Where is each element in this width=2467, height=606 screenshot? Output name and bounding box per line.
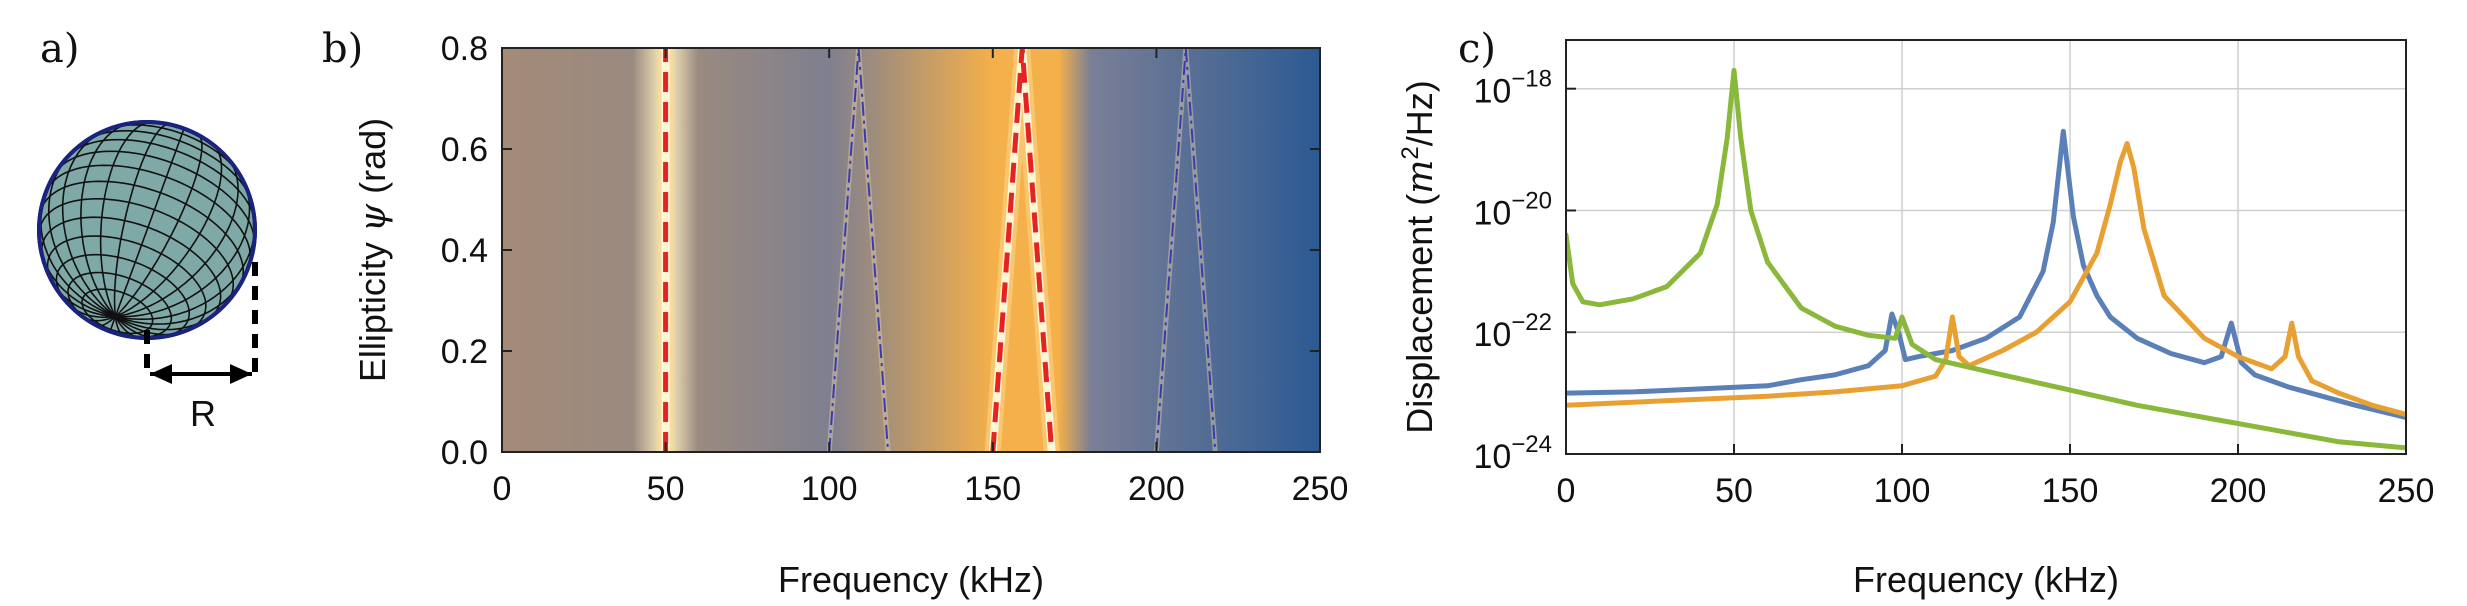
sphere-longitude-line <box>115 177 251 318</box>
panel-label-b: b) <box>322 26 363 72</box>
sphere-longitude-line <box>114 128 185 317</box>
spectrum-x-tick-label: 100 <box>1874 472 1931 510</box>
spectrum-y-tick-base: 10 <box>1473 438 1511 476</box>
spectrum-y-tick-label: 10−18 <box>1473 66 1552 111</box>
heatmap-y-tick-label: 0.4 <box>441 232 488 270</box>
radius-arrow-right-head <box>230 364 252 384</box>
resonance-lines <box>657 48 1218 452</box>
heatmap-x-tick-label: 100 <box>801 470 858 508</box>
spectrum-y-tick-base: 10 <box>1473 73 1511 111</box>
spectrum-plot-area <box>1566 40 2406 454</box>
spectrum-y-tick-exponent: −24 <box>1511 431 1552 458</box>
spectrum-y-tick-exponent: −22 <box>1511 309 1552 336</box>
heatmap-y-axis-label: Ellipticity ψ (rad) <box>352 118 394 382</box>
spectrum-y-tick-label: 10−24 <box>1473 431 1552 476</box>
sphere-longitude-line <box>113 123 171 317</box>
spectrum-y-tick-label: 10−20 <box>1473 187 1552 232</box>
spectrum-y-label-exp: 2 <box>1397 146 1424 159</box>
spectrum-y-axis-label: Displacement (m2/Hz) <box>1397 80 1441 434</box>
heatmap-x-tick-label: 150 <box>964 470 1021 508</box>
resonance-line-dashdot <box>1155 48 1217 452</box>
heatmap-x-axis-label: Frequency (kHz) <box>778 559 1044 600</box>
sphere-diagram: R <box>37 120 258 434</box>
heatmap-y-label-symbol: ψ <box>353 203 394 232</box>
spectrum-y-tick-base: 10 <box>1473 316 1511 354</box>
resonance-line-dashed <box>990 48 1055 452</box>
radius-label: R <box>190 393 216 434</box>
sphere-longitude-line <box>115 156 239 318</box>
sphere-longitude-line <box>114 133 203 318</box>
sphere-longitude-line <box>61 128 116 318</box>
heatmap-x-tick-label: 250 <box>1292 470 1349 508</box>
sphere-longitude-line <box>99 122 153 317</box>
radius-arrow-left-head <box>150 364 172 384</box>
heatmap-ticks: 0 50 100 150 200 250 0.0 0.2 0.4 0.6 0.8 <box>441 30 1349 508</box>
spectrum-series-line <box>1566 141 2406 417</box>
spectrum-frame <box>1565 39 2407 455</box>
spectrum-series-line <box>1566 67 2406 451</box>
spectrum-y-tick-exponent: −20 <box>1511 187 1552 214</box>
resonance-line-dashdot <box>828 48 890 452</box>
spectrum-series-line <box>1566 128 2406 420</box>
spectrum-y-tick-label: 10−22 <box>1473 309 1552 354</box>
spectrum-x-tick-label: 200 <box>2210 472 2267 510</box>
heatmap-y-label-suffix: (rad) <box>352 118 393 204</box>
spectrum-x-tick-label: 50 <box>1715 472 1753 510</box>
heatmap-y-tick-label: 0.0 <box>441 434 488 472</box>
spectrum-y-tick-base: 10 <box>1473 194 1511 232</box>
heatmap-background <box>502 48 1320 452</box>
spectrum-x-axis-label: Frequency (kHz) <box>1853 559 2119 600</box>
heatmap-y-tick-label: 0.6 <box>441 131 488 169</box>
sphere-longitude-line <box>115 143 223 318</box>
spectrum-y-tick-exponent: −18 <box>1511 66 1552 93</box>
panel-label-a: a) <box>40 26 79 72</box>
spectrum-x-tick-label: 250 <box>2378 472 2435 510</box>
sphere-longitude-line <box>80 122 134 318</box>
heatmap-y-tick-label: 0.8 <box>441 30 488 68</box>
heatmap-x-tick-label: 200 <box>1128 470 1185 508</box>
heatmap-panel: 0 50 100 150 200 250 0.0 0.2 0.4 0.6 0.8 Frequency… <box>352 30 1348 600</box>
spectrum-x-tick-label: 0 <box>1557 472 1576 510</box>
spectrum-x-tick-label: 150 <box>2042 472 2099 510</box>
spectrum-series <box>1566 67 2406 451</box>
spectrum-y-label-var: m <box>1400 160 1441 194</box>
heatmap-x-tick-label: 50 <box>647 470 685 508</box>
heatmap-x-tick-label: 0 <box>493 470 512 508</box>
heatmap-y-tick-label: 0.2 <box>441 333 488 371</box>
panel-label-c: c) <box>1458 26 1496 72</box>
spectrum-y-label-prefix: Displacement ( <box>1399 194 1440 434</box>
heatmap-y-label-prefix: Ellipticity <box>352 232 393 382</box>
spectrum-y-label-suffix: /Hz) <box>1399 80 1440 146</box>
